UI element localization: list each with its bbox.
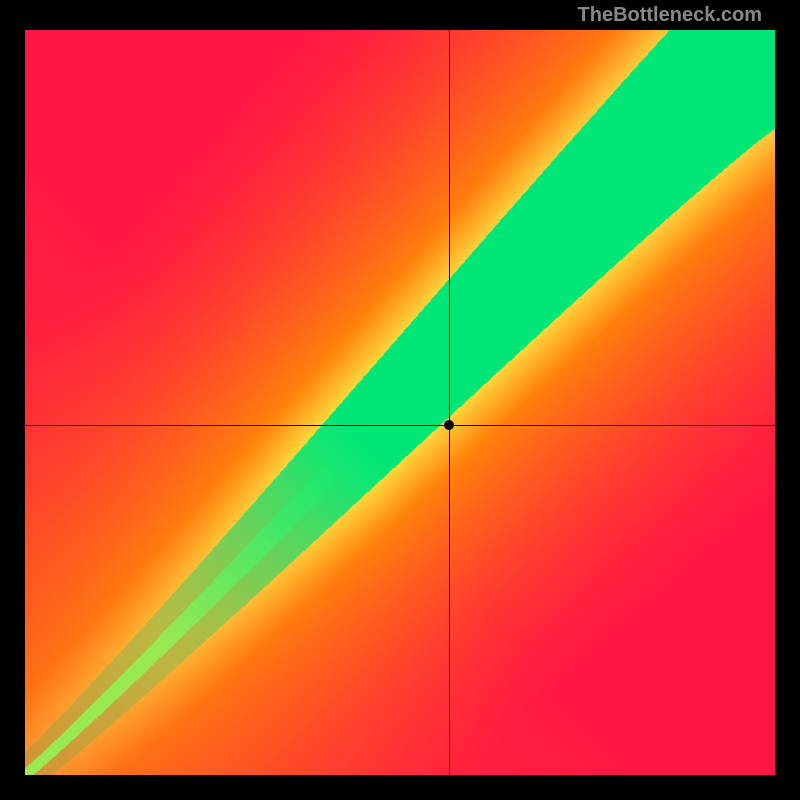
crosshair-vertical: [449, 30, 450, 775]
watermark-text: TheBottleneck.com: [578, 4, 762, 27]
heatmap-canvas: [25, 30, 775, 775]
heatmap-plot-area: [25, 30, 775, 775]
crosshair-point: [444, 420, 454, 430]
chart-container: TheBottleneck.com: [0, 0, 800, 800]
crosshair-horizontal: [25, 425, 775, 426]
